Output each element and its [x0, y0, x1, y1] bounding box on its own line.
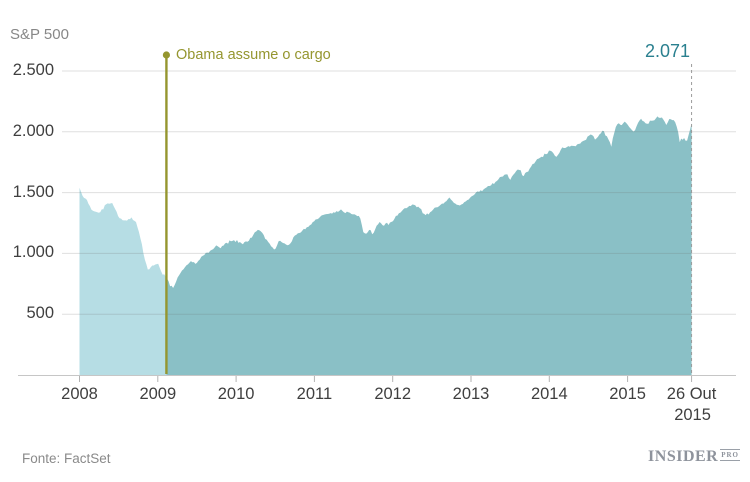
x-tick-label: 2012 [374, 385, 412, 403]
x-tick-label: 2014 [530, 385, 568, 403]
logo-insider-text: INSIDER [648, 448, 719, 465]
x-tick-label: 2009 [139, 385, 177, 403]
area-after-inauguration [166, 116, 692, 375]
y-tick-label: 500 [26, 304, 54, 323]
source-label: Fonte: FactSet [22, 451, 111, 466]
x-tick-label: 26 Out [666, 385, 717, 403]
x-tick-label-line2: 2015 [674, 406, 711, 424]
annotation-dot [162, 51, 171, 59]
x-tick-label: 2015 [609, 385, 646, 403]
y-tick-label: 1.500 [12, 182, 54, 201]
latest-value-label: 2.071 [644, 41, 690, 61]
chart-title: S&P 500 [10, 26, 69, 43]
x-tick-label: 2011 [296, 385, 333, 403]
annotation-label: Obama assume o cargo [176, 47, 331, 63]
insiderpro-logo: INSIDER PRO [648, 448, 740, 466]
y-tick-label: 1.000 [12, 243, 54, 262]
x-tick-label: 2010 [217, 385, 255, 403]
y-tick-label: 2.000 [12, 121, 54, 140]
y-tick-label: 2.500 [12, 61, 54, 79]
area-before-inauguration [79, 187, 167, 375]
logo-pro-badge: PRO [720, 449, 740, 461]
x-tick-label: 2008 [61, 385, 98, 403]
x-tick-label: 2013 [452, 385, 490, 403]
